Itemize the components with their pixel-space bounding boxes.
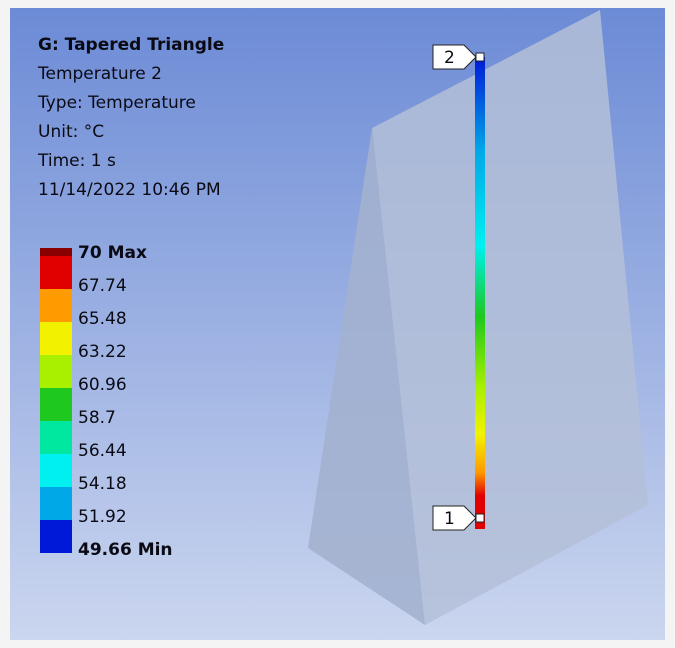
- info-line: 11/14/2022 10:46 PM: [38, 180, 221, 200]
- info-line: Type: Temperature: [37, 93, 196, 113]
- legend-band: [40, 355, 72, 388]
- legend-cap: [40, 248, 72, 256]
- legend-label: 54.18: [78, 474, 127, 494]
- legend-band: [40, 289, 72, 322]
- probe-path: [475, 57, 485, 529]
- probe-label: 1: [444, 509, 455, 529]
- legend-band: [40, 454, 72, 487]
- page: 70 Max 67.74 65.48 63.22 60.96 58.7 56.44 54.18…: [0, 0, 675, 648]
- legend-band: [40, 322, 72, 355]
- info-line: Temperature 2: [37, 64, 162, 84]
- legend-band: [40, 421, 72, 454]
- viewport: 70 Max 67.74 65.48 63.22 60.96 58.7 56.44 54.18…: [0, 0, 675, 648]
- info-line: Time: 1 s: [37, 151, 116, 171]
- legend-band: [40, 520, 72, 553]
- legend-label: 63.22: [78, 342, 127, 362]
- probe-point: [476, 53, 484, 61]
- probe-label: 2: [444, 48, 455, 68]
- legend-band: [40, 487, 72, 520]
- legend-band: [40, 388, 72, 421]
- legend-label: 51.92: [78, 507, 127, 527]
- legend-label: 70 Max: [78, 243, 147, 263]
- legend-label: 58.7: [78, 408, 116, 428]
- probe-point: [476, 514, 484, 522]
- legend-label: 60.96: [78, 375, 127, 395]
- result-title: G: Tapered Triangle: [38, 35, 224, 55]
- legend-label: 67.74: [78, 276, 127, 296]
- legend-label: 56.44: [78, 441, 127, 461]
- legend-label: 49.66 Min: [78, 540, 173, 560]
- legend-label: 65.48: [78, 309, 127, 329]
- legend-band: [40, 256, 72, 289]
- info-line: Unit: °C: [38, 122, 104, 142]
